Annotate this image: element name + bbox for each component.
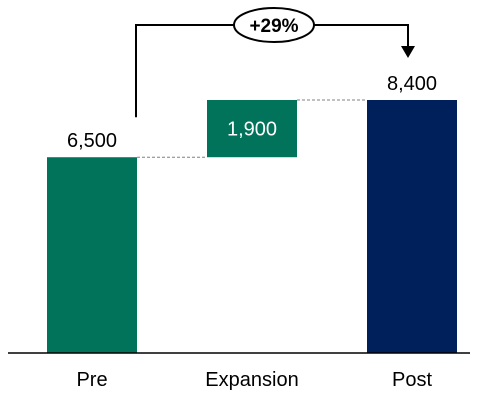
growth-arrow-head (401, 46, 415, 58)
category-label-expansion: Expansion (205, 369, 298, 391)
expansion-value-label: 1,900 (227, 119, 277, 141)
growth-badge (233, 7, 315, 43)
growth-label: +29% (249, 16, 298, 37)
growth-annotation: +29% (135, 7, 415, 118)
category-label-pre: Pre (76, 369, 107, 391)
pre-value-label: 6,500 (67, 130, 117, 152)
category-label-post: Post (392, 369, 432, 391)
post-value-label: 8,400 (387, 73, 437, 95)
pre-bar (47, 157, 137, 353)
expansion-bar (207, 100, 297, 158)
post-bar (367, 100, 457, 353)
